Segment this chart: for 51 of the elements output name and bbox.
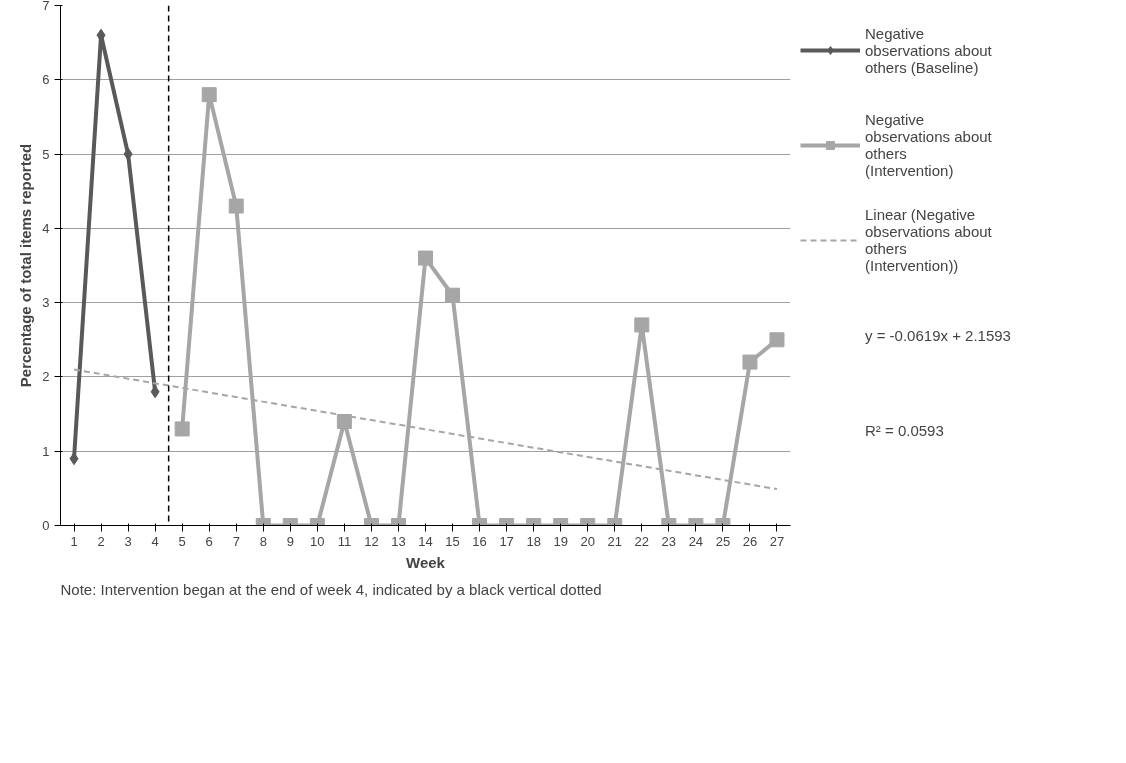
x-tick-label: 13 xyxy=(391,533,406,549)
x-tick-label: 4 xyxy=(151,533,159,549)
point xyxy=(123,147,133,161)
text: R² = 0.0593 xyxy=(865,420,944,441)
x-tick-label: 2 xyxy=(97,533,105,549)
x-tick-label: 23 xyxy=(661,533,677,549)
y-tick-label: 0 xyxy=(42,518,50,533)
y-tick-label: 6 xyxy=(42,72,50,88)
x-tick-label: 12 xyxy=(364,533,379,549)
x-tick-label: 21 xyxy=(607,533,622,549)
x-tick-label: 1 xyxy=(70,533,78,549)
x-tick-label: 22 xyxy=(634,533,650,549)
y-tick-label: 7 xyxy=(42,0,50,13)
x-tick-label: 10 xyxy=(310,533,325,549)
point xyxy=(201,87,217,103)
point xyxy=(634,317,650,333)
x-tick-label: 5 xyxy=(178,533,186,549)
x-tick-label: 20 xyxy=(580,533,595,549)
point xyxy=(742,354,758,370)
x-axis-title: Week xyxy=(406,553,446,571)
text: y = -0.0619x + 2.1593 xyxy=(865,325,1011,346)
y-tick-label: 5 xyxy=(42,146,50,162)
point xyxy=(445,287,461,303)
legend-label: Negative observations about others (Baseline) xyxy=(865,23,992,78)
point xyxy=(769,332,785,348)
x-tick-label: 25 xyxy=(715,533,731,549)
y-tick-label: 1 xyxy=(42,443,50,459)
x-tick-label: 3 xyxy=(124,533,132,549)
x-tick-label: 17 xyxy=(499,533,514,549)
x-tick-label: 18 xyxy=(526,533,541,549)
y-tick-label: 3 xyxy=(42,295,50,311)
x-tick-label: 27 xyxy=(769,533,785,549)
x-tick-label: 24 xyxy=(688,533,704,549)
x-tick-label: 15 xyxy=(445,533,460,549)
x-tick-label: 9 xyxy=(286,533,294,549)
x-tick-label: 7 xyxy=(232,533,240,549)
x-tick-label: 19 xyxy=(553,533,568,549)
x-tick-label: 6 xyxy=(205,533,213,549)
legend-label: Negative observations about others (Intervention) xyxy=(865,110,992,180)
point xyxy=(228,198,244,214)
y-axis-title: Percentage of total items reported xyxy=(17,143,35,388)
x-tick-label: 8 xyxy=(259,533,267,549)
y-tick-label: 4 xyxy=(42,220,50,236)
x-tick-label: 26 xyxy=(742,533,758,549)
legend-label: Linear (Negative observations about others (Intervention)) xyxy=(865,205,992,275)
y-tick-label: 2 xyxy=(42,369,50,385)
x-tick-label: 16 xyxy=(472,533,487,549)
point xyxy=(418,250,433,266)
x-tick-label: 11 xyxy=(337,533,352,549)
x-tick-label: 14 xyxy=(418,533,433,549)
text: Note: Intervention began at the end of week 4, indicated by a black vertical dotted xyxy=(60,580,602,598)
